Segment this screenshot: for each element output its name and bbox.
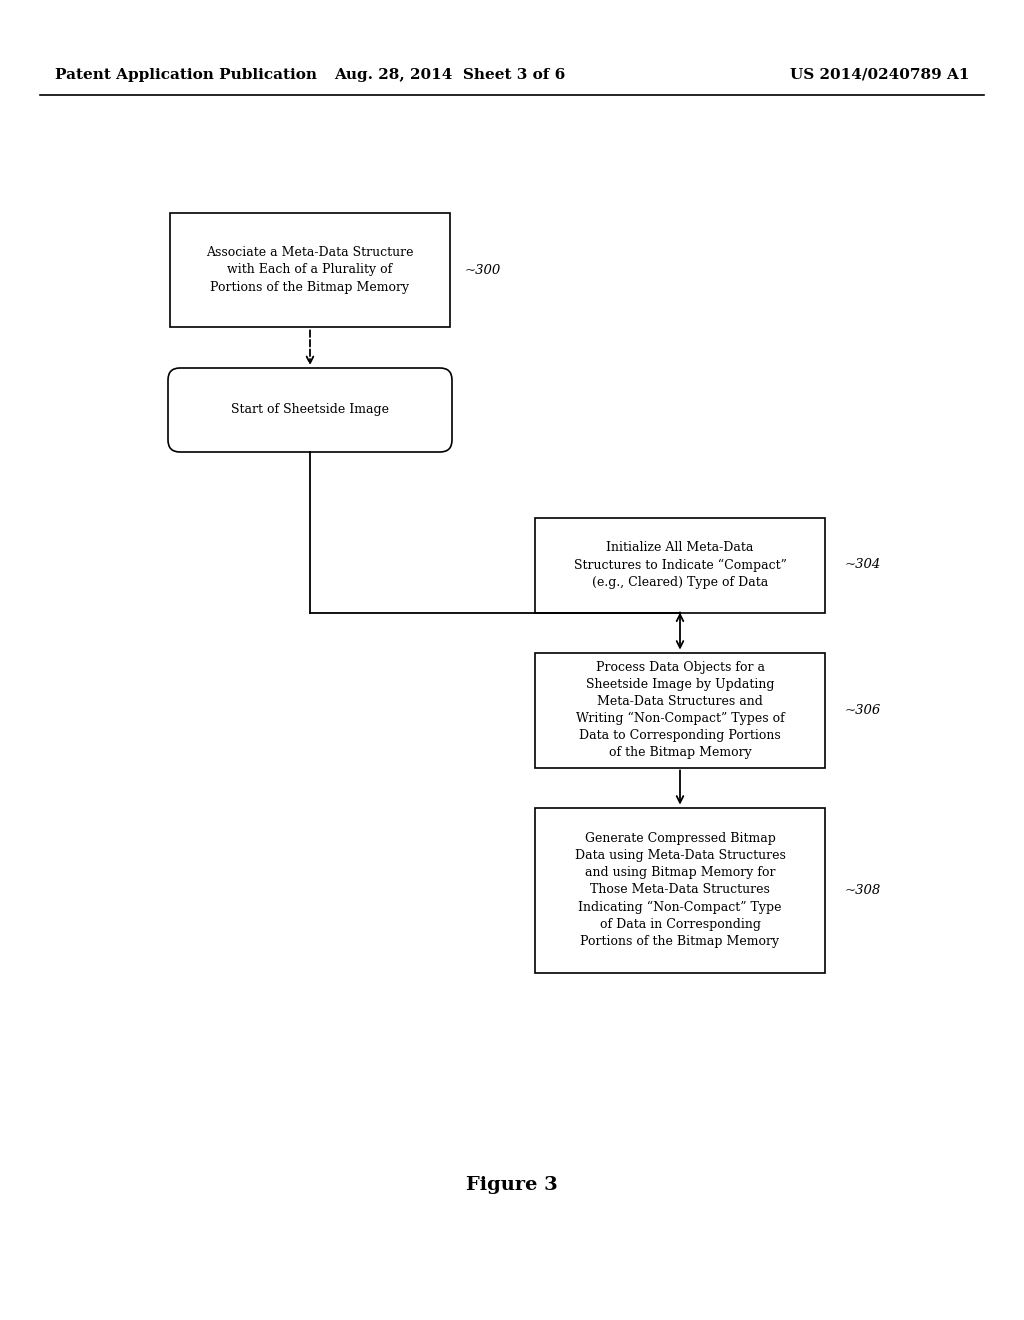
- Text: ~308: ~308: [845, 883, 882, 896]
- FancyBboxPatch shape: [535, 808, 825, 973]
- Text: Aug. 28, 2014  Sheet 3 of 6: Aug. 28, 2014 Sheet 3 of 6: [335, 69, 565, 82]
- Text: Start of Sheetside Image: Start of Sheetside Image: [231, 404, 389, 417]
- Text: Process Data Objects for a
Sheetside Image by Updating
Meta-Data Structures and
: Process Data Objects for a Sheetside Ima…: [575, 661, 784, 759]
- Text: US 2014/0240789 A1: US 2014/0240789 A1: [791, 69, 970, 82]
- FancyBboxPatch shape: [168, 368, 452, 451]
- Text: ~306: ~306: [845, 704, 882, 717]
- FancyBboxPatch shape: [535, 652, 825, 767]
- Text: Associate a Meta-Data Structure
with Each of a Plurality of
Portions of the Bitm: Associate a Meta-Data Structure with Eac…: [206, 247, 414, 293]
- Text: Patent Application Publication: Patent Application Publication: [55, 69, 317, 82]
- FancyBboxPatch shape: [535, 517, 825, 612]
- Text: ~300: ~300: [465, 264, 502, 276]
- Text: Initialize All Meta-Data
Structures to Indicate “Compact”
(e.g., Cleared) Type o: Initialize All Meta-Data Structures to I…: [573, 541, 786, 589]
- Text: ~304: ~304: [845, 558, 882, 572]
- Text: Figure 3: Figure 3: [466, 1176, 558, 1195]
- FancyBboxPatch shape: [170, 213, 450, 327]
- Text: Generate Compressed Bitmap
Data using Meta-Data Structures
and using Bitmap Memo: Generate Compressed Bitmap Data using Me…: [574, 833, 785, 948]
